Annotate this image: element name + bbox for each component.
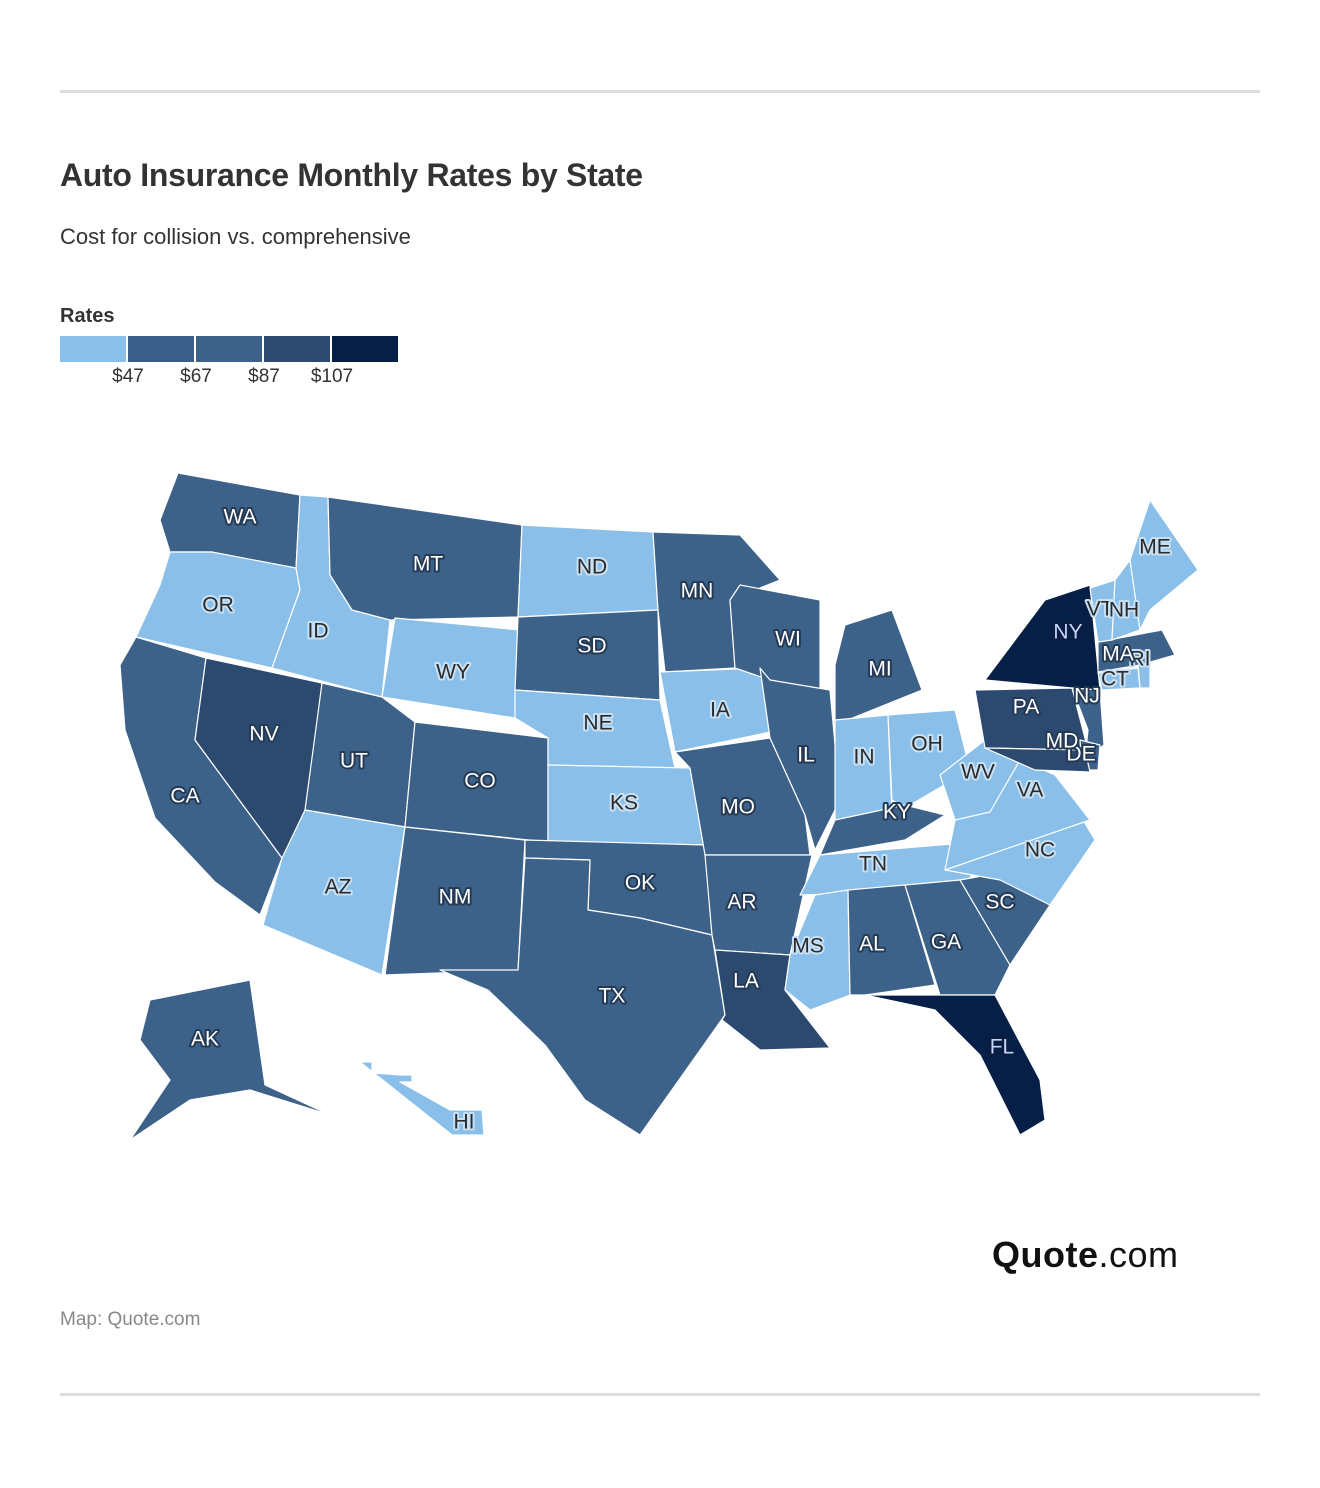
legend-swatch-1 — [128, 336, 194, 362]
legend: Rates $47 $67 $87 $107 — [60, 305, 398, 390]
state-label-ms: MS — [792, 935, 824, 958]
state-label-nj: NJ — [1074, 685, 1100, 708]
state-label-ca: CA — [170, 785, 199, 808]
legend-swatch-3 — [264, 336, 330, 362]
state-label-md: MD — [1046, 730, 1079, 753]
state-fl[interactable] — [864, 994, 1046, 1136]
state-label-ri: RI — [1130, 648, 1151, 671]
state-label-fl: FL — [990, 1036, 1015, 1059]
state-label-va: VA — [1017, 779, 1043, 802]
state-ga[interactable] — [904, 879, 1011, 996]
state-label-mo: MO — [721, 796, 755, 819]
state-label-mn: MN — [681, 580, 714, 603]
state-label-wv: WV — [961, 761, 995, 784]
state-ak[interactable] — [129, 979, 331, 1141]
state-label-de: DE — [1066, 743, 1095, 766]
state-mi[interactable] — [834, 609, 923, 726]
state-tx[interactable] — [439, 857, 726, 1136]
state-label-ky: KY — [883, 801, 911, 824]
top-divider — [60, 90, 1260, 93]
state-label-in: IN — [854, 746, 875, 769]
legend-tick: $87 — [248, 366, 280, 387]
state-label-or: OR — [202, 594, 234, 617]
legend-swatch-0 — [60, 336, 126, 362]
state-label-az: AZ — [325, 876, 352, 899]
legend-tick: $107 — [310, 366, 354, 387]
state-ny[interactable] — [984, 584, 1101, 691]
state-label-vt: VT — [1087, 598, 1114, 621]
state-label-ma: MA — [1102, 643, 1134, 666]
state-label-sc: SC — [985, 891, 1014, 914]
state-label-ga: GA — [931, 931, 961, 954]
state-label-hi: HI — [454, 1111, 475, 1134]
legend-tick: $47 — [112, 366, 144, 387]
quote-logo: Quote.com — [992, 1234, 1179, 1276]
state-label-wi: WI — [775, 628, 801, 651]
state-label-ia: IA — [710, 699, 730, 722]
state-label-me: ME — [1139, 536, 1171, 559]
state-az[interactable] — [262, 809, 406, 976]
state-label-nd: ND — [577, 556, 607, 579]
state-label-ny: NY — [1053, 621, 1082, 644]
state-label-mt: MT — [413, 553, 443, 576]
state-label-ut: UT — [340, 750, 368, 773]
legend-swatch-2 — [196, 336, 262, 362]
state-me[interactable] — [1129, 499, 1199, 631]
state-label-ar: AR — [727, 891, 756, 914]
state-ma[interactable] — [1097, 629, 1176, 673]
state-label-sd: SD — [577, 635, 606, 658]
state-label-ok: OK — [625, 872, 655, 895]
state-label-nh: NH — [1109, 599, 1139, 622]
state-label-ct: CT — [1101, 668, 1129, 691]
state-label-wy: WY — [436, 661, 470, 684]
state-label-nc: NC — [1025, 839, 1055, 862]
state-label-nm: NM — [439, 886, 472, 909]
legend-ticks: $47 $67 $87 $107 — [60, 362, 398, 390]
legend-title: Rates — [60, 305, 115, 327]
state-wv[interactable] — [939, 739, 1021, 821]
legend-swatch-4 — [332, 336, 398, 362]
state-md[interactable] — [984, 747, 1091, 773]
logo-brand: Quote — [992, 1234, 1099, 1275]
state-label-oh: OH — [911, 733, 943, 756]
state-label-ak: AK — [191, 1028, 219, 1051]
state-label-nv: NV — [249, 723, 278, 746]
state-label-co: CO — [464, 770, 496, 793]
state-label-il: IL — [797, 744, 815, 767]
state-label-id: ID — [308, 620, 329, 643]
state-label-wa: WA — [223, 506, 256, 529]
state-label-al: AL — [859, 933, 885, 956]
chart-subtitle: Cost for collision vs. comprehensive — [60, 224, 411, 249]
state-oh[interactable] — [887, 709, 971, 809]
state-ky[interactable] — [819, 804, 946, 856]
map-source: Map: Quote.com — [60, 1309, 201, 1330]
logo-suffix: .com — [1098, 1234, 1179, 1275]
state-label-la: LA — [733, 970, 759, 993]
state-label-tx: TX — [599, 985, 626, 1008]
chart-title: Auto Insurance Monthly Rates by State — [60, 157, 643, 193]
state-label-ne: NE — [583, 712, 612, 735]
state-label-pa: PA — [1013, 696, 1039, 719]
legend-color-bar — [60, 336, 398, 362]
state-label-mi: MI — [868, 658, 891, 681]
bottom-divider — [60, 1393, 1260, 1396]
state-hi[interactable] — [359, 1061, 485, 1136]
state-il[interactable] — [759, 667, 841, 851]
state-label-ks: KS — [610, 792, 638, 815]
state-label-tn: TN — [859, 853, 887, 876]
legend-tick: $67 — [180, 366, 212, 387]
